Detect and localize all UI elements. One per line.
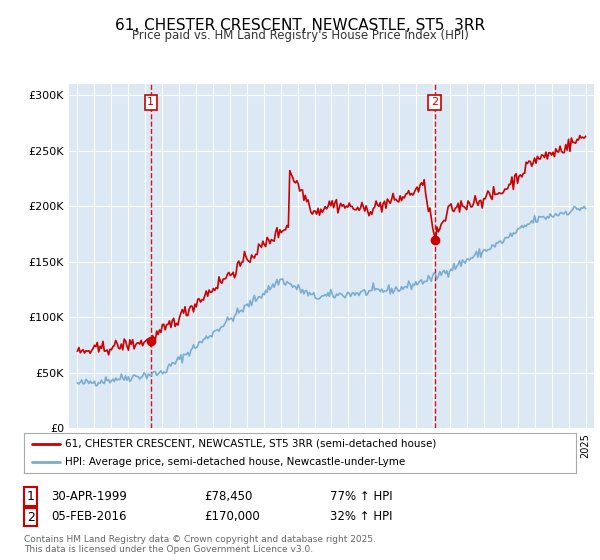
Text: 2: 2	[26, 511, 35, 524]
Text: £170,000: £170,000	[204, 510, 260, 524]
Text: 2: 2	[431, 97, 438, 108]
Text: Price paid vs. HM Land Registry's House Price Index (HPI): Price paid vs. HM Land Registry's House …	[131, 29, 469, 42]
Text: HPI: Average price, semi-detached house, Newcastle-under-Lyme: HPI: Average price, semi-detached house,…	[65, 458, 406, 467]
Text: 61, CHESTER CRESCENT, NEWCASTLE, ST5  3RR: 61, CHESTER CRESCENT, NEWCASTLE, ST5 3RR	[115, 18, 485, 33]
Text: 05-FEB-2016: 05-FEB-2016	[51, 510, 127, 524]
Text: 1: 1	[26, 490, 35, 503]
Text: 77% ↑ HPI: 77% ↑ HPI	[330, 490, 392, 503]
Text: 1: 1	[147, 97, 154, 108]
Text: Contains HM Land Registry data © Crown copyright and database right 2025.
This d: Contains HM Land Registry data © Crown c…	[24, 535, 376, 554]
Text: £78,450: £78,450	[204, 490, 253, 503]
Text: 32% ↑ HPI: 32% ↑ HPI	[330, 510, 392, 524]
Text: 61, CHESTER CRESCENT, NEWCASTLE, ST5 3RR (semi-detached house): 61, CHESTER CRESCENT, NEWCASTLE, ST5 3RR…	[65, 439, 437, 449]
Text: 30-APR-1999: 30-APR-1999	[51, 490, 127, 503]
